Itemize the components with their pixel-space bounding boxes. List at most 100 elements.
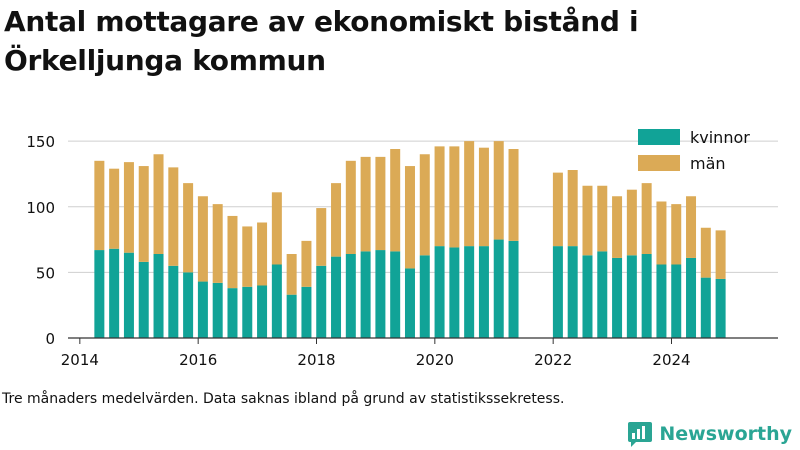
bar-kvinnor: [271, 264, 282, 338]
bar-kvinnor: [404, 268, 415, 338]
bar-man: [464, 141, 475, 247]
bar-man: [597, 185, 608, 252]
legend-swatch: [638, 155, 680, 171]
bar-man: [686, 196, 697, 258]
x-tick-label: 2016: [179, 351, 217, 369]
bar-kvinnor: [656, 264, 667, 338]
y-tick-label: 50: [36, 264, 55, 282]
bar-kvinnor: [508, 240, 519, 338]
bar-kvinnor: [109, 248, 120, 338]
bar-man: [508, 149, 519, 241]
bar-kvinnor: [552, 246, 563, 338]
bar-kvinnor: [301, 286, 312, 338]
bar-kvinnor: [597, 251, 608, 338]
bar-man: [671, 204, 682, 265]
x-tick-label: 2014: [61, 351, 99, 369]
brand-name: Newsworthy: [659, 423, 792, 445]
x-tick-label: 2024: [652, 351, 690, 369]
bar-kvinnor: [493, 239, 504, 338]
bar-man: [552, 172, 563, 247]
bar-man: [434, 146, 445, 247]
bar-man: [626, 189, 637, 256]
bar-kvinnor: [626, 255, 637, 338]
bar-kvinnor: [227, 288, 238, 338]
bar-man: [123, 162, 134, 253]
bar-man: [404, 166, 415, 269]
bar-man: [478, 147, 489, 247]
bar-kvinnor: [94, 250, 105, 338]
x-tick-label: 2020: [416, 351, 454, 369]
bar-kvinnor: [183, 272, 194, 338]
bar-kvinnor: [375, 250, 386, 338]
bar-man: [94, 160, 105, 251]
bar-chart: 0 50 100 150 2014 2016 2018 2020 2022 2024 kvinnor…: [26, 128, 778, 369]
bar-man: [183, 183, 194, 273]
bar-man: [227, 215, 238, 289]
bar-kvinnor: [286, 294, 297, 338]
bar-man: [700, 227, 711, 278]
bar-kvinnor: [123, 252, 134, 338]
bar-kvinnor: [612, 257, 623, 338]
bar-man: [153, 154, 164, 254]
chart-title: Antal mottagare av ekonomiskt bistånd i …: [4, 5, 639, 77]
bar-man: [493, 141, 504, 240]
y-tick-label: 100: [26, 199, 55, 217]
x-tick-label: 2022: [534, 351, 572, 369]
bar-man: [641, 183, 652, 254]
bar-kvinnor: [715, 278, 726, 338]
bar-man: [449, 146, 460, 248]
bar-kvinnor: [168, 265, 179, 338]
bar-kvinnor: [700, 277, 711, 338]
legend-label: män: [690, 154, 726, 173]
bar-man: [390, 149, 401, 252]
bar-man: [567, 170, 578, 247]
bar-man: [419, 154, 430, 256]
bar-man: [168, 167, 179, 266]
bar-kvinnor: [464, 246, 475, 338]
bar-kvinnor: [257, 285, 268, 338]
legend-label: kvinnor: [690, 128, 750, 147]
bar-kvinnor: [331, 256, 342, 338]
bar-kvinnor: [138, 261, 149, 338]
bar-kvinnor: [345, 254, 356, 338]
bar-kvinnor: [567, 246, 578, 338]
bar-man: [360, 156, 371, 252]
bar-man: [257, 222, 268, 286]
bar-man: [331, 183, 342, 257]
bar-kvinnor: [242, 286, 253, 338]
bar-man: [345, 160, 356, 254]
bar-kvinnor: [153, 254, 164, 338]
y-tick-label: 0: [45, 330, 55, 348]
bar-man: [286, 254, 297, 295]
bar-man: [301, 240, 312, 287]
y-tick-label: 150: [26, 133, 55, 151]
bar-kvinnor: [641, 254, 652, 338]
bar-kvinnor: [197, 281, 208, 338]
bar-man: [582, 185, 593, 256]
bar-man: [212, 204, 223, 283]
bar-kvinnor: [671, 264, 682, 338]
bar-kvinnor: [212, 282, 223, 338]
bar-man: [375, 156, 386, 251]
newsworthy-logo: Newsworthy: [627, 421, 792, 447]
legend-swatch: [638, 129, 680, 145]
bar-man: [271, 192, 282, 265]
bar-kvinnor: [390, 251, 401, 338]
newsworthy-icon: [628, 422, 653, 447]
bar-kvinnor: [434, 246, 445, 338]
x-tick-label: 2018: [297, 351, 335, 369]
bar-man: [197, 196, 208, 282]
bar-man: [715, 230, 726, 279]
bar-man: [316, 208, 327, 266]
bar-kvinnor: [478, 246, 489, 338]
bar-man: [656, 201, 667, 265]
bar-kvinnor: [686, 257, 697, 338]
bar-kvinnor: [419, 255, 430, 338]
chart-caption: Tre månaders medelvärden. Data saknas ib…: [2, 391, 565, 407]
bar-man: [109, 168, 120, 249]
bar-kvinnor: [316, 265, 327, 338]
bar-man: [612, 196, 623, 258]
bar-man: [138, 166, 149, 262]
bar-kvinnor: [582, 255, 593, 338]
bar-man: [242, 226, 253, 287]
